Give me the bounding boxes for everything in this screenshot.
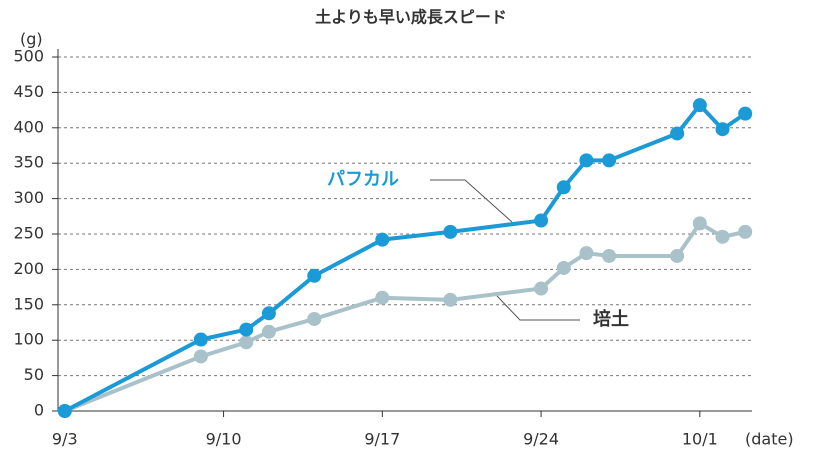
y-tick-label: 500: [13, 47, 44, 66]
data-point: [261, 306, 276, 321]
data-point: [375, 232, 390, 247]
y-tick-label: 50: [24, 365, 44, 384]
data-point: [534, 213, 549, 228]
data-point: [193, 349, 208, 364]
x-tick-label: 9/17: [364, 430, 400, 449]
y-tick-label: 450: [13, 82, 44, 101]
data-point: [193, 332, 208, 347]
series-label: 培土: [593, 308, 629, 330]
data-point: [534, 281, 549, 296]
data-point: [602, 153, 617, 168]
x-tick-label: 9/10: [206, 430, 242, 449]
x-tick-label: 9/3: [52, 430, 78, 449]
data-point: [307, 268, 322, 283]
data-point: [556, 260, 571, 275]
x-tick-label: 10/1: [682, 430, 718, 449]
data-point: [443, 292, 458, 307]
data-point: [670, 126, 685, 141]
y-tick-label: 250: [13, 224, 44, 243]
data-point: [715, 229, 730, 244]
series-label: パフカル: [327, 169, 399, 190]
data-point: [715, 122, 730, 137]
y-tick-label: 100: [13, 330, 44, 349]
data-point: [375, 290, 390, 305]
leader-line: [496, 295, 580, 321]
data-point: [692, 98, 707, 113]
y-tick-label: 0: [34, 401, 44, 420]
data-point: [670, 248, 685, 263]
data-point: [239, 335, 254, 350]
data-point: [602, 248, 617, 263]
series-line: [64, 221, 746, 413]
data-point: [579, 246, 594, 261]
data-point: [307, 311, 322, 326]
y-tick-label: 150: [13, 294, 44, 313]
data-point: [579, 153, 594, 168]
data-point: [556, 180, 571, 195]
x-tick-label: 9/24: [523, 430, 559, 449]
data-point: [443, 224, 458, 239]
chart-title: 土よりも早い成長スピード: [315, 8, 507, 27]
y-tick-label: 200: [13, 259, 44, 278]
leader-line: [430, 179, 513, 223]
series-line: [63, 103, 747, 413]
data-point: [261, 324, 276, 339]
y-tick-label: 350: [13, 153, 44, 172]
data-point: [738, 224, 753, 239]
data-point: [239, 322, 254, 337]
y-tick-label: 400: [13, 117, 44, 136]
x-axis-label: (date): [745, 430, 794, 449]
y-axis-label: (g): [20, 30, 43, 49]
y-tick-label: 300: [13, 188, 44, 207]
data-point: [738, 106, 753, 121]
data-point: [692, 216, 707, 231]
data-point: [57, 404, 72, 418]
